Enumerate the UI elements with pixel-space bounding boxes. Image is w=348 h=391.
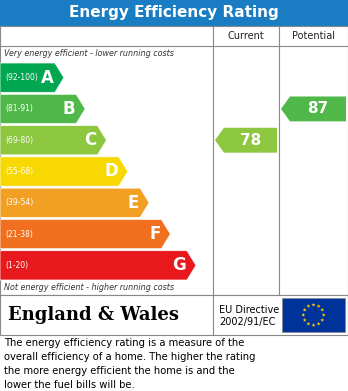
Bar <box>282 298 345 332</box>
Polygon shape <box>215 128 277 152</box>
Polygon shape <box>307 304 310 308</box>
Polygon shape <box>0 126 106 155</box>
Polygon shape <box>303 308 307 312</box>
Polygon shape <box>0 157 128 186</box>
Text: Potential: Potential <box>292 31 335 41</box>
Text: Current: Current <box>228 31 264 41</box>
Text: G: G <box>172 256 186 274</box>
Text: (55-68): (55-68) <box>5 167 33 176</box>
Bar <box>0 295 348 335</box>
Text: (39-54): (39-54) <box>5 198 33 207</box>
Polygon shape <box>321 308 324 312</box>
Polygon shape <box>0 188 149 217</box>
Text: E: E <box>128 194 139 212</box>
Text: (21-38): (21-38) <box>5 230 33 239</box>
Text: EU Directive: EU Directive <box>219 305 279 315</box>
Polygon shape <box>0 219 171 249</box>
Text: A: A <box>41 69 54 87</box>
Polygon shape <box>317 322 321 325</box>
Text: F: F <box>149 225 160 243</box>
Text: England & Wales: England & Wales <box>8 306 179 324</box>
Text: Not energy efficient - higher running costs: Not energy efficient - higher running co… <box>4 283 174 292</box>
Polygon shape <box>307 322 310 325</box>
Text: (81-91): (81-91) <box>5 104 33 113</box>
Text: Energy Efficiency Rating: Energy Efficiency Rating <box>69 5 279 20</box>
Polygon shape <box>317 304 321 308</box>
Polygon shape <box>303 318 307 322</box>
Text: C: C <box>84 131 96 149</box>
Text: (1-20): (1-20) <box>5 261 28 270</box>
Polygon shape <box>311 323 315 327</box>
Text: 78: 78 <box>240 133 261 148</box>
Text: 87: 87 <box>307 101 329 117</box>
Polygon shape <box>301 313 305 317</box>
Text: (92-100): (92-100) <box>5 73 38 82</box>
Text: (69-80): (69-80) <box>5 136 33 145</box>
Polygon shape <box>0 251 196 280</box>
Bar <box>0 26 348 295</box>
Text: 2002/91/EC: 2002/91/EC <box>219 317 275 327</box>
Bar <box>0 0 348 26</box>
Polygon shape <box>311 303 315 307</box>
Polygon shape <box>0 94 85 124</box>
Polygon shape <box>321 318 324 322</box>
Text: Very energy efficient - lower running costs: Very energy efficient - lower running co… <box>4 50 174 59</box>
Text: D: D <box>104 163 118 181</box>
Text: B: B <box>63 100 75 118</box>
Polygon shape <box>322 313 326 317</box>
Polygon shape <box>281 97 346 121</box>
Text: The energy efficiency rating is a measure of the
overall efficiency of a home. T: The energy efficiency rating is a measur… <box>4 338 255 390</box>
Polygon shape <box>0 63 64 92</box>
